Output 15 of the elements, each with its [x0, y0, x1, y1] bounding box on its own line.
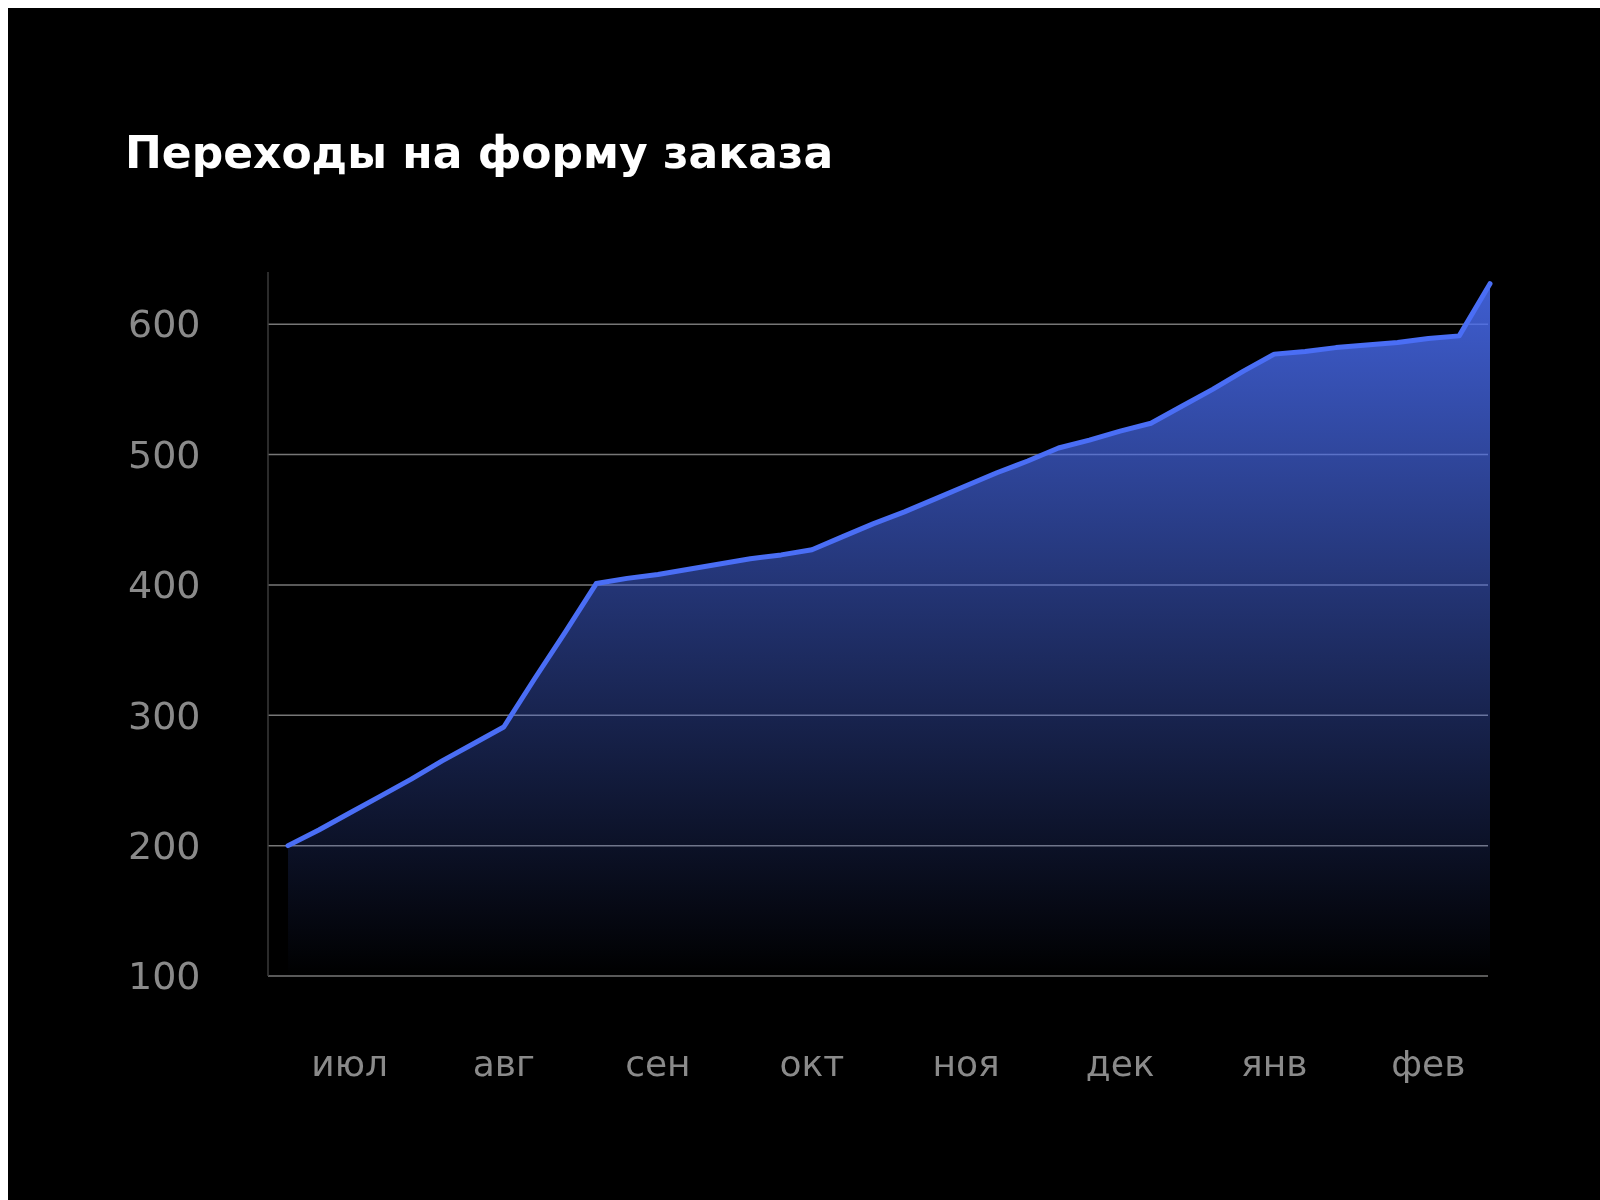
x-tick-label: янв [1241, 1043, 1308, 1084]
x-tick-label: дек [1085, 1043, 1155, 1084]
chart-title: Переходы на форму заказа [125, 127, 834, 178]
x-tick-label: окт [779, 1043, 845, 1084]
x-tick-label: ноя [932, 1043, 1000, 1084]
x-tick-label: фев [1391, 1043, 1466, 1084]
y-tick-label: 500 [128, 432, 201, 477]
y-tick-label: 400 [128, 563, 201, 608]
x-tick-label: сен [625, 1043, 691, 1084]
y-tick-label: 600 [128, 302, 201, 347]
x-tick-label: авг [472, 1043, 535, 1084]
y-tick-label: 100 [128, 954, 201, 999]
y-tick-label: 200 [128, 823, 201, 868]
y-tick-label: 300 [128, 693, 201, 738]
x-tick-label: июл [311, 1043, 389, 1084]
